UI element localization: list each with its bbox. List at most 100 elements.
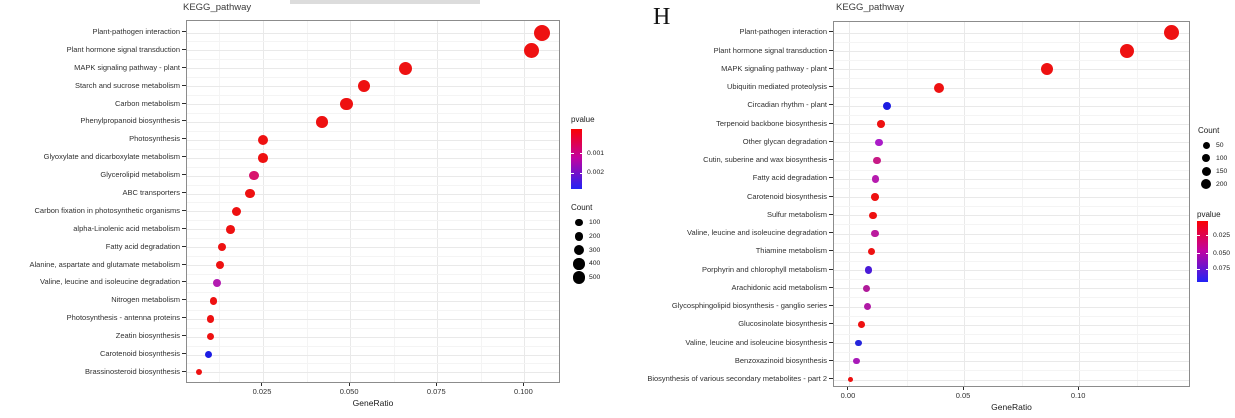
legend-pvalue-tick-label: 0.050 (1213, 249, 1231, 257)
data-point (871, 175, 880, 183)
data-point (206, 332, 215, 341)
legend-pvalue-tick (1205, 235, 1208, 237)
data-point (854, 339, 862, 347)
data-point (1163, 25, 1179, 41)
grid-line-h-minor (187, 309, 559, 311)
x-axis-tick (962, 387, 964, 390)
legend-count-dot (574, 245, 584, 256)
y-axis-tick (182, 156, 186, 158)
y-axis-tick (829, 49, 833, 51)
y-axis-label: Carbon fixation in photosynthetic organi… (34, 205, 181, 215)
data-point (523, 42, 540, 59)
x-axis-tick (1077, 387, 1079, 390)
legend-count-label: 400 (589, 260, 601, 268)
data-point (258, 152, 268, 163)
grid-line-h-minor (187, 77, 559, 79)
legend-count-label: 100 (1216, 154, 1228, 162)
grid-line-h-minor (834, 206, 1189, 208)
legend-pvalue-tick (1197, 268, 1200, 270)
data-point (340, 97, 354, 111)
grid-line-h-minor (187, 166, 559, 168)
grid-line-h-minor (834, 279, 1189, 281)
grid-line-h-minor (187, 238, 559, 240)
y-axis-label: Nitrogen metabolism (111, 295, 180, 305)
x-tick-label: 0.10 (1070, 391, 1086, 400)
y-axis-tick (182, 227, 186, 229)
y-axis-tick (182, 299, 186, 301)
grid-line-v-minor (1136, 22, 1138, 386)
grid-line-h-minor (187, 327, 559, 329)
data-point (316, 116, 329, 128)
grid-line-h-major (834, 288, 1189, 290)
grid-line-h-minor (834, 370, 1189, 372)
y-axis-label: Zeatin biosynthesis (115, 331, 180, 341)
y-axis-label: Glycosphingolipid biosynthesis - ganglio… (671, 301, 827, 311)
data-point (875, 138, 883, 147)
data-point (225, 224, 235, 234)
y-axis-label: Porphyrin and chlorophyll metabolism (701, 264, 827, 274)
grid-line-h-minor (834, 260, 1189, 262)
y-axis-tick (182, 370, 186, 372)
grid-line-h-major (187, 336, 559, 338)
legend-count-label: 100 (589, 219, 601, 226)
data-point (218, 242, 227, 252)
y-axis-tick (182, 335, 186, 337)
y-axis-tick (829, 341, 833, 343)
grid-line-h-major (834, 324, 1189, 326)
data-point (933, 82, 944, 93)
y-axis-label: Plant hormone signal transduction (713, 45, 827, 55)
grid-line-h-major (187, 229, 559, 231)
data-point (858, 321, 866, 329)
x-axis-tick (261, 383, 263, 386)
grid-line-h-minor (834, 224, 1189, 226)
y-axis-label: Fatty acid degradation (752, 173, 827, 183)
legend-count-label: 200 (1216, 180, 1228, 188)
y-axis-label: MAPK signaling pathway - plant (74, 62, 180, 72)
y-axis-label: Carotenoid biosynthesis (99, 349, 180, 359)
y-axis-tick (829, 67, 833, 69)
y-axis-label: Carbon metabolism (114, 98, 180, 108)
legend-pvalue-tick (1197, 253, 1200, 255)
x-tick-label: 0.075 (426, 387, 446, 396)
y-axis-label: Biosynthesis of various secondary metabo… (647, 374, 827, 384)
grid-line-h-minor (187, 130, 559, 132)
grid-line-h-major (834, 160, 1189, 162)
data-point (1120, 44, 1135, 59)
data-point (196, 369, 203, 376)
grid-line-h-major (187, 157, 559, 159)
data-point (863, 302, 871, 311)
data-point (868, 248, 876, 256)
grid-line-h-minor (187, 59, 559, 61)
legend-count-dot (1202, 141, 1210, 149)
grid-line-h-major (834, 142, 1189, 144)
grid-line-h-minor (187, 363, 559, 365)
x-axis-title: GeneRatio (352, 398, 394, 408)
data-point (883, 101, 892, 110)
y-axis-label: Valine, leucine and isoleucine degradati… (687, 228, 827, 238)
grid-line-v-major (524, 21, 526, 382)
x-tick-label: 0.050 (339, 387, 359, 396)
y-axis-tick (829, 323, 833, 325)
y-axis-label: Plant-pathogen interaction (92, 27, 180, 36)
grid-line-h-major (187, 121, 559, 123)
y-axis-tick (829, 268, 833, 270)
grid-line-h-major (187, 372, 559, 374)
y-axis-label: Glyoxylate and dicarboxylate metabolism (43, 152, 180, 162)
grid-line-h-major (834, 87, 1189, 89)
grid-line-h-minor (834, 169, 1189, 171)
grid-line-h-major (187, 318, 559, 320)
grid-line-h-major (834, 233, 1189, 235)
grid-line-h-minor (187, 345, 559, 347)
legend-pvalue-tick (571, 153, 574, 154)
grid-line-h-minor (834, 187, 1189, 189)
x-axis-tick (435, 383, 437, 386)
legend-count-label: 300 (589, 246, 601, 254)
y-axis-tick (182, 31, 186, 32)
data-point (204, 350, 212, 359)
legend-count-dot (575, 218, 583, 227)
y-axis-label: Glucosinolate biosynthesis (738, 319, 827, 329)
grid-line-h-major (834, 251, 1189, 253)
grid-line-h-major (187, 104, 559, 106)
y-axis-tick (829, 122, 833, 124)
x-axis-tick (847, 387, 849, 390)
